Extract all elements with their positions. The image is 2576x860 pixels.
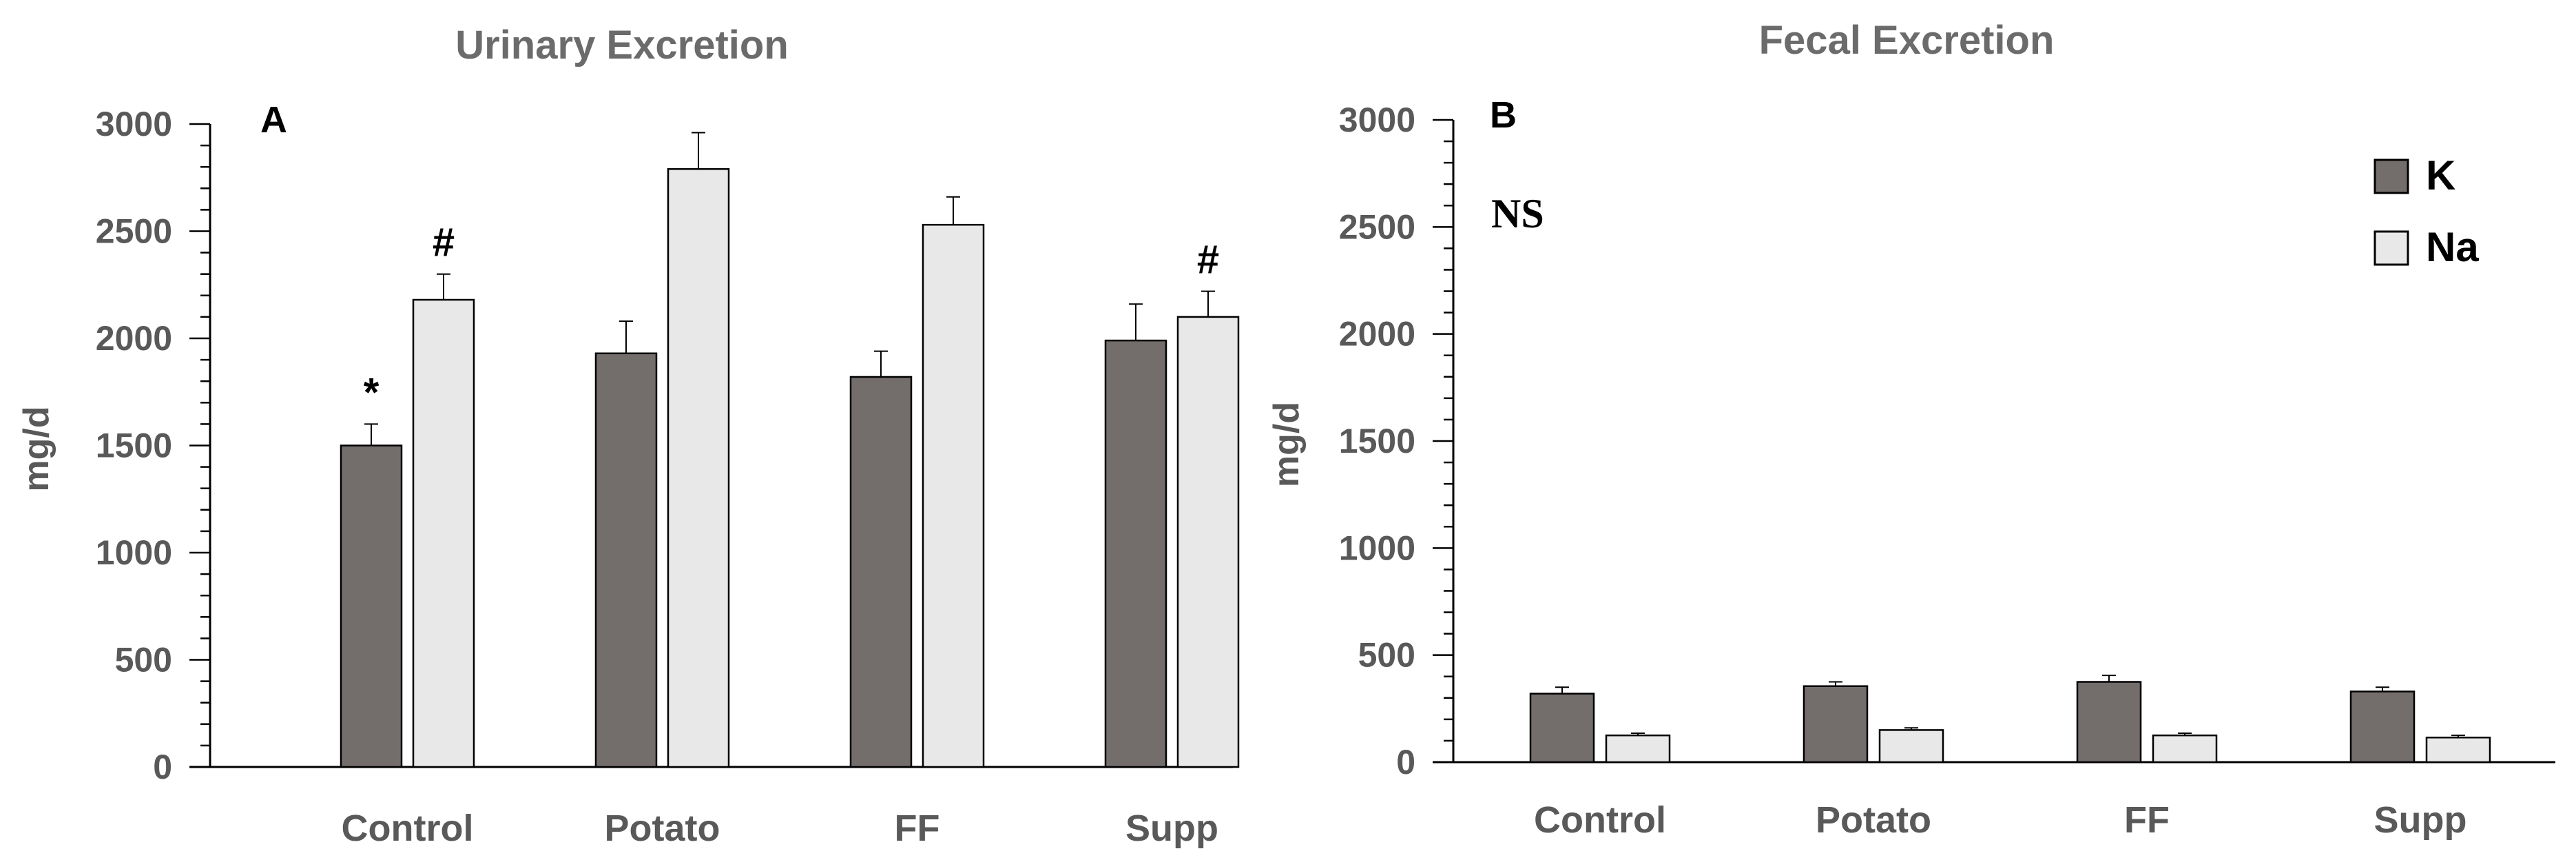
y-tick-label: 2500 (1339, 207, 1415, 246)
category-label: Supp (1125, 808, 1218, 849)
y-tick-label: 1500 (1339, 422, 1415, 460)
significance-marker: # (1197, 238, 1219, 283)
category-label: Control (342, 808, 474, 849)
y-tick-label: 0 (1396, 743, 1415, 781)
y-axis-label: mg/d (17, 406, 56, 491)
legend-swatch-na (2374, 230, 2409, 266)
bar-k-potato (1803, 685, 1869, 764)
y-tick-label: 0 (153, 748, 172, 786)
bar-na-potato (667, 168, 730, 768)
bar-k-control (1529, 693, 1595, 764)
significance-marker: # (433, 221, 455, 265)
bar-na-supp (1176, 316, 1240, 768)
bar-na-ff (2152, 734, 2218, 764)
y-tick-label: 3000 (96, 105, 172, 143)
chart-title: Fecal Excretion (1759, 18, 2055, 63)
bar-na-control (1605, 734, 1671, 764)
bar-k-supp (1104, 339, 1167, 768)
panel-b-fecal-excretion: Fecal Excretion mg/d B 0 500 1000 1500 2000 2500… (1267, 18, 2555, 841)
y-axis-label: mg/d (1267, 402, 1307, 487)
chart-title: Urinary Excretion (455, 23, 789, 68)
y-tick-label: 2500 (96, 212, 172, 251)
bar-na-potato (1878, 729, 1944, 764)
category-label: Potato (605, 808, 720, 849)
bar-na-ff (922, 223, 985, 768)
category-label: Potato (1816, 799, 1931, 841)
y-tick-label: 2000 (96, 319, 172, 358)
bar-k-ff (2076, 681, 2142, 764)
bar-k-control (340, 444, 403, 768)
panel-a-urinary-excretion: Urinary Excretion mg/d A 0 500 1000 1500 2000 25… (17, 23, 1240, 849)
bar-na-supp (2425, 737, 2491, 764)
y-tick-label: 2000 (1339, 315, 1415, 354)
legend-label-na: Na (2426, 224, 2479, 270)
bar-k-supp (2349, 690, 2416, 764)
y-tick-label: 500 (1358, 636, 1415, 675)
legend-swatch-k (2374, 158, 2409, 194)
y-tick-label: 1000 (1339, 529, 1415, 567)
category-label: Supp (2374, 799, 2467, 841)
category-label: FF (895, 808, 940, 849)
y-tick-label: 3000 (1339, 101, 1415, 139)
bar-na-control (412, 298, 475, 768)
bar-k-potato (594, 352, 658, 768)
significance-marker: * (364, 370, 380, 415)
y-tick-label: 1000 (96, 533, 172, 572)
panel-label: A (260, 99, 287, 141)
panel-label: B (1490, 94, 1517, 136)
category-label: FF (2124, 799, 2170, 841)
bar-k-ff (849, 376, 913, 768)
ns-note: NS (1491, 191, 1544, 236)
category-label: Control (1534, 799, 1666, 841)
y-tick-label: 1500 (96, 427, 172, 465)
legend-label-k: K (2426, 152, 2455, 198)
y-tick-label: 500 (115, 641, 172, 679)
